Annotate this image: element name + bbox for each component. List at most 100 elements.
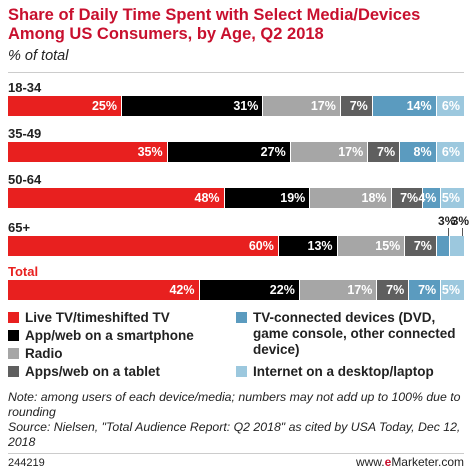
bar-segment: 7% (409, 280, 442, 300)
legend-label-desktop: Internet on a desktop/laptop (253, 364, 434, 379)
category-label: 35-49 (8, 126, 42, 141)
callout-label: 3% (451, 214, 470, 228)
legend-swatch-live-tv (8, 312, 19, 323)
data-label: 17% (338, 145, 364, 159)
data-label: 5% (441, 191, 460, 205)
legend-label-tablet: Apps/web on a tablet (25, 364, 161, 379)
legend-swatch-desktop (236, 366, 247, 377)
legend-swatch-smartphone (8, 330, 19, 341)
bar-segment: 13% (278, 236, 338, 256)
bar-segment: 7% (391, 188, 424, 208)
data-label: 22% (269, 283, 295, 297)
legend-item-tv-connected: TV-connected devices (DVD, game console,… (236, 310, 456, 358)
data-label: 6% (441, 99, 460, 113)
callout-leader (448, 228, 450, 236)
data-label: 7% (386, 283, 405, 297)
brand-suffix: Marketer.com (391, 455, 464, 469)
bar-row: 48% 19% 18% 7% 4% 5% (8, 188, 464, 208)
bar-row: 60% 13% 15% 7% (8, 236, 464, 256)
legend-swatch-radio (8, 348, 19, 359)
data-label: 35% (137, 145, 163, 159)
bar-row: 35% 27% 17% 7% 8% 6% (8, 142, 464, 162)
data-label: 15% (375, 239, 401, 253)
legend-label-smartphone: App/web on a smartphone (25, 328, 194, 343)
bar-segment: 42% (8, 280, 200, 300)
data-label: 31% (233, 99, 259, 113)
bar-segment: 19% (224, 188, 311, 208)
data-label: 13% (307, 239, 333, 253)
bar-row: 25% 31% 17% 7% 14% 6% (8, 96, 464, 116)
category-label: 65+ (8, 220, 31, 235)
source-text: Source: Nielsen, "Total Audience Report:… (8, 420, 461, 449)
bar-segment: 25% (8, 96, 122, 116)
bar-segment: 17% (290, 142, 369, 162)
data-label: 4% (418, 191, 437, 205)
bar-segment: 4% (418, 188, 442, 208)
bar-segment: 7% (405, 236, 437, 256)
bar-segment: 60% (8, 236, 279, 256)
brand-prefix: www. (355, 455, 385, 469)
bar-segment: 18% (310, 188, 392, 208)
legend-label-live-tv: Live TV/timeshifted TV (25, 310, 170, 325)
legend-swatch-tv-connected (236, 312, 247, 323)
bar-segment: 5% (441, 280, 464, 300)
bar-segment: 6% (436, 96, 464, 116)
bar-segment: 22% (199, 280, 300, 300)
legend-item-radio: Radio (8, 346, 63, 362)
data-label: 6% (441, 145, 460, 159)
bar-segment: 17% (263, 96, 341, 116)
bar-segment: 6% (436, 142, 464, 162)
bar-segment: 31% (122, 96, 264, 116)
bar-segment: 15% (337, 236, 406, 256)
data-label: 8% (413, 145, 432, 159)
bar-segment: 7% (340, 96, 373, 116)
bar-row: 42% 22% 17% 7% 7% 5% (8, 280, 464, 300)
chart-id: 244219 (8, 457, 45, 469)
chart-subtitle: % of total (8, 48, 69, 64)
data-label: 14% (406, 99, 432, 113)
bar-segment: 5% (441, 188, 464, 208)
bar-segment: 35% (8, 142, 168, 162)
data-label: 48% (194, 191, 220, 205)
top-divider (8, 72, 464, 73)
callout-label: 3% (438, 214, 456, 228)
legend-item-smartphone: App/web on a smartphone (8, 328, 194, 344)
data-label: 7% (418, 283, 437, 297)
data-label: 42% (169, 283, 195, 297)
data-label: 19% (280, 191, 306, 205)
category-label: 50-64 (8, 172, 42, 187)
data-label: 7% (400, 191, 419, 205)
bar-segment: 8% (400, 142, 437, 162)
bar-segment: 48% (8, 188, 225, 208)
category-label: 18-34 (8, 80, 42, 95)
data-label: 7% (349, 99, 368, 113)
bar-segment: 7% (377, 280, 410, 300)
data-label: 5% (441, 283, 460, 297)
data-label: 60% (248, 239, 274, 253)
legend-item-tablet: Apps/web on a tablet (8, 364, 160, 380)
callout-leader (461, 228, 463, 236)
legend-label-radio: Radio (25, 346, 63, 361)
data-label: 17% (347, 283, 373, 297)
bar-segment: 17% (299, 280, 378, 300)
data-label: 17% (310, 99, 336, 113)
data-label: 7% (377, 145, 396, 159)
data-label: 7% (413, 239, 432, 253)
brand-logo[interactable]: www.eMarketer.com (356, 455, 464, 469)
footnote: Note: among users of each device/media; … (8, 390, 464, 450)
bar-segment (436, 236, 451, 256)
bar-segment: 7% (368, 142, 401, 162)
brand-e: e (384, 455, 392, 469)
data-label: 18% (361, 191, 387, 205)
data-label: 27% (260, 145, 286, 159)
legend-item-desktop: Internet on a desktop/laptop (236, 364, 434, 380)
note-text: Note: among users of each device/media; … (8, 390, 461, 419)
chart-title: Share of Daily Time Spent with Select Me… (8, 6, 421, 43)
legend-swatch-tablet (8, 366, 19, 377)
category-label: Total (8, 264, 39, 279)
legend-item-live-tv: Live TV/timeshifted TV (8, 310, 170, 326)
bar-segment: 27% (167, 142, 291, 162)
legend: Live TV/timeshifted TV App/web on a smar… (8, 310, 464, 390)
bar-segment: 14% (372, 96, 437, 116)
legend-label-tv-connected: TV-connected devices (DVD, game console,… (253, 310, 456, 357)
